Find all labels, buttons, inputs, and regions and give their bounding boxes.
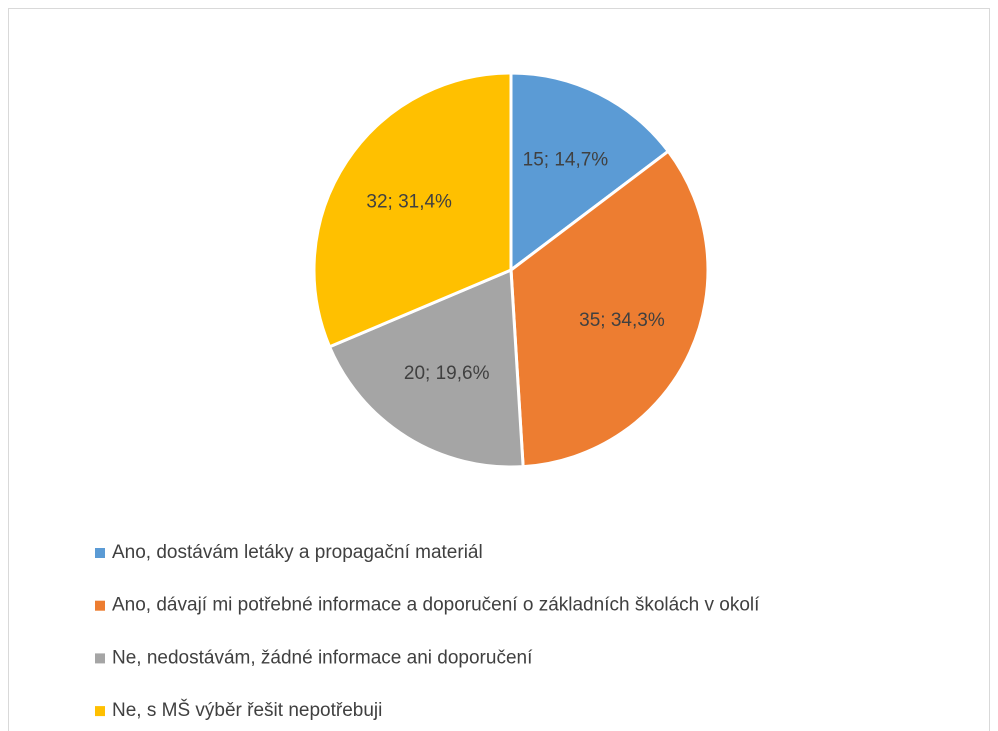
data-label: 15; 14,7% <box>523 150 609 171</box>
data-label: 32; 31,4% <box>366 192 452 213</box>
pie-slice <box>327 267 525 469</box>
legend-swatch <box>95 548 105 558</box>
legend-label: Ne, nedostávám, žádné informace ani dopo… <box>112 647 533 668</box>
legend-swatch <box>95 600 105 611</box>
data-label: 20; 19,6% <box>404 363 490 384</box>
pie-slice <box>509 71 671 274</box>
legend-label: Ano, dávají mi potřebné informace a dopo… <box>112 595 760 616</box>
pie-slice <box>312 71 513 349</box>
pie-slice <box>509 149 710 469</box>
legend-swatch <box>95 706 105 717</box>
data-label: 35; 34,3% <box>579 310 665 331</box>
legend-label: Ano, dostávám letáky a propagační materi… <box>112 542 483 563</box>
legend-swatch <box>95 653 105 664</box>
legend-label: Ne, s MŠ výběr řešit nepotřebuji <box>112 699 382 721</box>
